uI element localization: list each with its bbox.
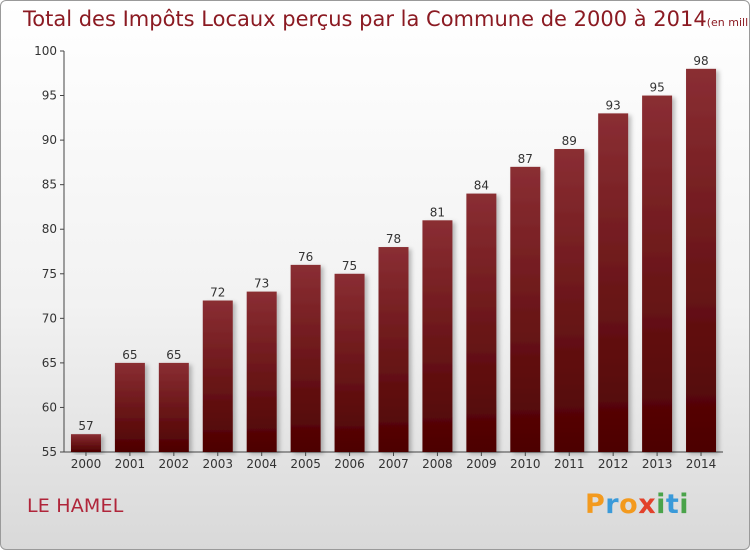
bar-2011[interactable] <box>554 149 585 452</box>
y-tick-label: 90 <box>42 133 57 147</box>
bar-2000[interactable] <box>70 434 101 452</box>
bar-2002[interactable] <box>158 362 189 452</box>
bar-2005[interactable] <box>290 264 321 452</box>
data-label: 98 <box>693 54 708 68</box>
y-tick-label: 85 <box>42 178 57 192</box>
bar-2009[interactable] <box>466 193 497 453</box>
x-tick-label: 2010 <box>510 457 541 471</box>
data-label: 87 <box>518 152 533 166</box>
y-tick-label: 75 <box>42 267 57 281</box>
x-tick-label: 2007 <box>378 457 409 471</box>
logo-letter: r <box>605 489 620 520</box>
data-label: 65 <box>166 348 181 362</box>
proxiti-logo[interactable]: Proxiti <box>585 489 689 520</box>
data-label: 75 <box>342 259 357 273</box>
data-label: 89 <box>562 134 577 148</box>
data-label: 76 <box>298 250 313 264</box>
y-tick-label: 80 <box>42 222 57 236</box>
x-tick-label: 2014 <box>686 457 717 471</box>
logo-letter: t <box>665 489 680 520</box>
y-tick-label: 70 <box>42 311 57 325</box>
data-label: 95 <box>649 81 664 95</box>
x-tick-label: 2003 <box>202 457 233 471</box>
x-tick-label: 2002 <box>159 457 190 471</box>
y-tick-label: 100 <box>34 44 57 58</box>
x-tick-label: 2012 <box>598 457 629 471</box>
x-tick-label: 2009 <box>466 457 497 471</box>
bar-2001[interactable] <box>114 362 145 452</box>
bar-2014[interactable] <box>686 68 717 453</box>
y-tick-label: 60 <box>42 400 57 414</box>
x-tick-label: 2006 <box>334 457 365 471</box>
x-tick-label: 2013 <box>642 457 673 471</box>
bar-2008[interactable] <box>422 220 453 452</box>
x-tick-label: 2005 <box>290 457 321 471</box>
bar-2006[interactable] <box>334 273 365 452</box>
data-label: 93 <box>606 98 621 112</box>
data-label: 72 <box>210 286 225 300</box>
y-tick-label: 95 <box>42 89 57 103</box>
logo-letter: o <box>619 489 639 520</box>
bar-2003[interactable] <box>202 300 233 452</box>
y-tick-label: 65 <box>42 356 57 370</box>
x-tick-label: 2000 <box>71 457 102 471</box>
data-label: 81 <box>430 205 445 219</box>
chart-title-text: Total des Impôts Locaux perçus par la Co… <box>23 7 707 31</box>
commune-name: LE HAMEL <box>27 495 124 517</box>
x-tick-label: 2004 <box>246 457 277 471</box>
logo-letter: P <box>585 489 606 520</box>
data-label: 65 <box>122 348 137 362</box>
data-label: 78 <box>386 232 401 246</box>
bar-2010[interactable] <box>510 166 541 452</box>
data-label: 57 <box>78 419 93 433</box>
chart-title: Total des Impôts Locaux perçus par la Co… <box>23 7 749 31</box>
logo-letter: x <box>638 489 657 520</box>
bar-2012[interactable] <box>598 113 629 452</box>
bar-2013[interactable] <box>642 95 673 453</box>
chart-unit-text: (en milliers d'€) <box>706 16 749 29</box>
bar-2007[interactable] <box>378 247 409 452</box>
logo-letter: i <box>656 489 666 520</box>
logo-letter: i <box>679 489 690 520</box>
x-tick-label: 2011 <box>554 457 585 471</box>
data-label: 73 <box>254 277 269 291</box>
bar-2004[interactable] <box>246 291 277 452</box>
data-label: 84 <box>474 179 489 193</box>
x-tick-label: 2001 <box>115 457 146 471</box>
x-tick-label: 2008 <box>422 457 453 471</box>
y-tick-label: 55 <box>42 445 57 459</box>
